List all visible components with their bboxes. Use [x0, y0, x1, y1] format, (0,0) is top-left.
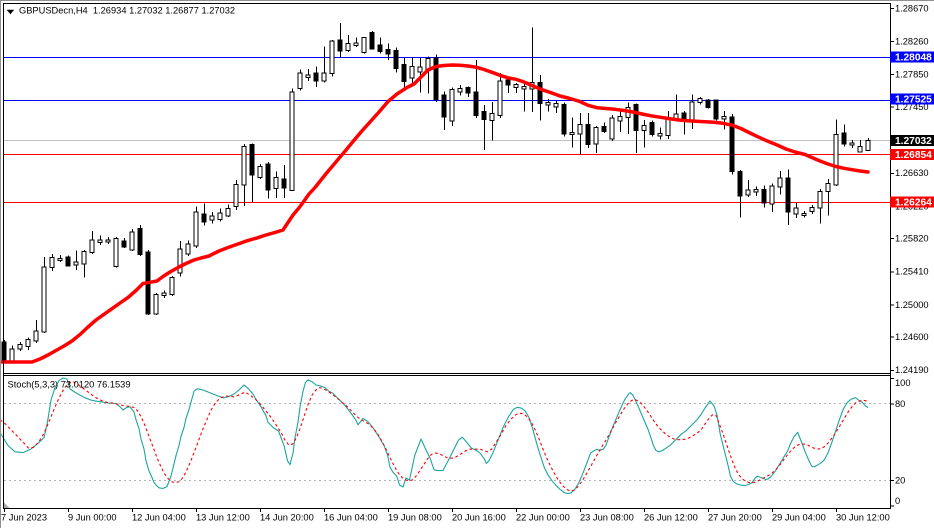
svg-text:26 Jun 12:00: 26 Jun 12:00 [644, 512, 698, 522]
svg-text:1.28048: 1.28048 [895, 52, 932, 63]
svg-text:22 Jun 00:00: 22 Jun 00:00 [516, 512, 570, 522]
svg-text:12 Jun 04:00: 12 Jun 04:00 [132, 512, 186, 522]
svg-text:16 Jun 04:00: 16 Jun 04:00 [324, 512, 378, 522]
svg-text:1.26264: 1.26264 [895, 197, 932, 208]
svg-text:7 Jun 2023: 7 Jun 2023 [1, 512, 47, 522]
svg-text:13 Jun 12:00: 13 Jun 12:00 [196, 512, 250, 522]
svg-text:1.27450: 1.27450 [895, 102, 929, 112]
svg-text:1.26854: 1.26854 [895, 150, 932, 161]
svg-text:80: 80 [895, 399, 905, 409]
svg-text:0: 0 [895, 496, 900, 506]
svg-text:23 Jun 08:00: 23 Jun 08:00 [580, 512, 634, 522]
svg-text:1.25820: 1.25820 [895, 234, 929, 244]
svg-text:100: 100 [895, 378, 911, 388]
svg-text:1.28260: 1.28260 [895, 36, 929, 46]
svg-text:27 Jun 20:00: 27 Jun 20:00 [708, 512, 762, 522]
svg-text:1.28670: 1.28670 [895, 3, 929, 13]
svg-text:1.25410: 1.25410 [895, 267, 929, 277]
svg-text:20 Jun 16:00: 20 Jun 16:00 [452, 512, 506, 522]
svg-text:30 Jun 12:00: 30 Jun 12:00 [836, 512, 890, 522]
svg-text:Stoch(5,3,3) 73.0120 76.1539: Stoch(5,3,3) 73.0120 76.1539 [8, 380, 131, 390]
svg-text:14 Jun 20:00: 14 Jun 20:00 [260, 512, 314, 522]
svg-text:1.24190: 1.24190 [895, 365, 929, 375]
svg-text:20: 20 [895, 476, 905, 486]
svg-text:19 Jun 08:00: 19 Jun 08:00 [388, 512, 442, 522]
svg-text:GBPUSDecn,H4 1.26934 1.27032: GBPUSDecn,H4 1.26934 1.27032 1.26877 1.2… [19, 6, 235, 16]
svg-text:1.24600: 1.24600 [895, 332, 929, 342]
svg-text:1.25000: 1.25000 [895, 300, 929, 310]
svg-text:1.27032: 1.27032 [895, 136, 932, 147]
svg-text:1.26630: 1.26630 [895, 168, 929, 178]
svg-text:1.27850: 1.27850 [895, 69, 929, 79]
svg-text:1.27525: 1.27525 [895, 94, 932, 105]
svg-text:9 Jun 00:00: 9 Jun 00:00 [68, 512, 117, 522]
svg-text:29 Jun 04:00: 29 Jun 04:00 [772, 512, 826, 522]
